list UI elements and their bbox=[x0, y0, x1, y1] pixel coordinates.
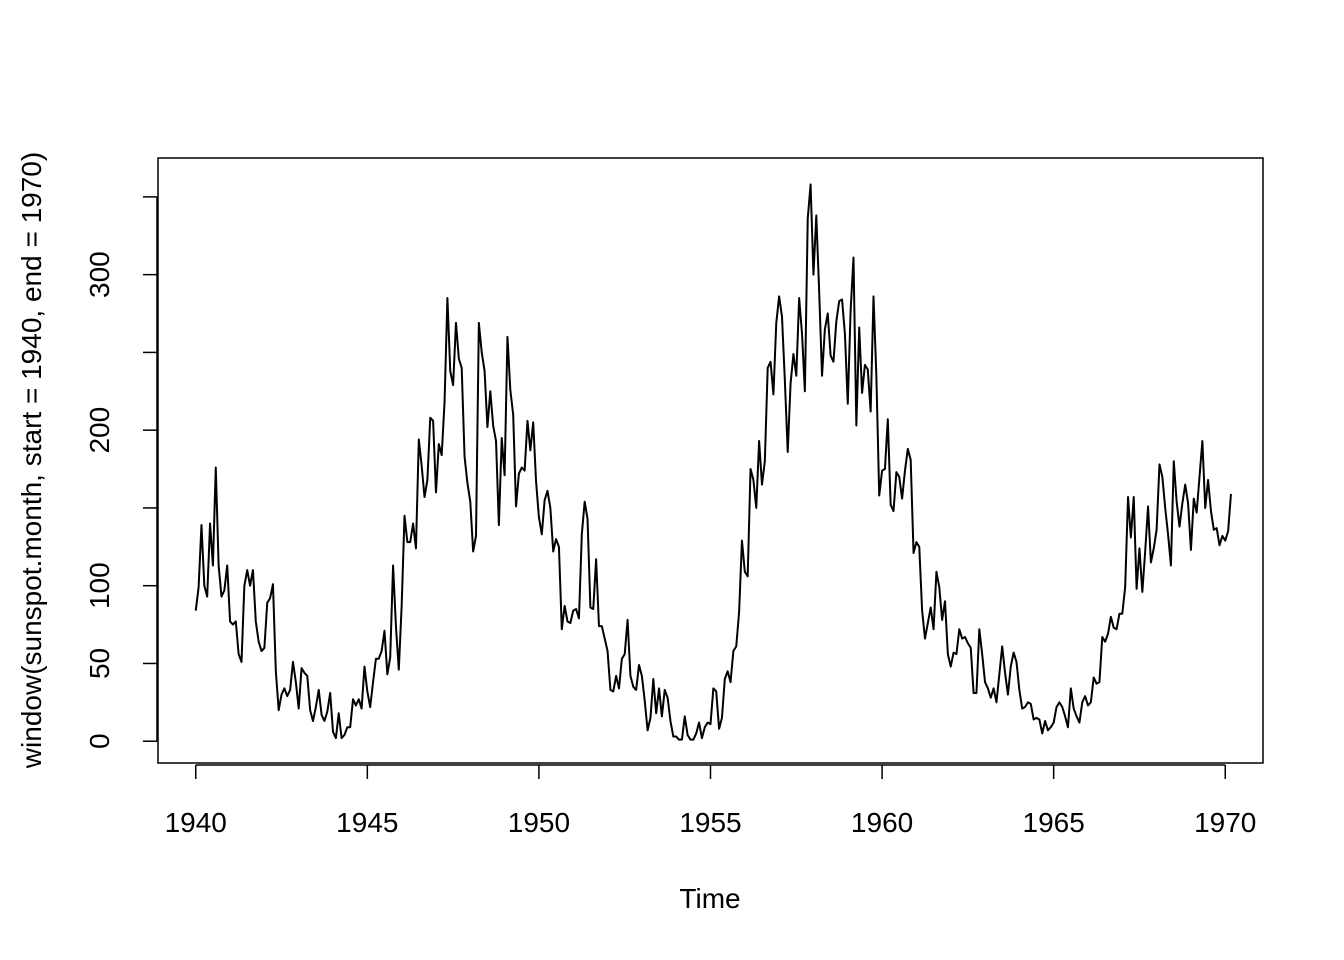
y-tick-label: 300 bbox=[84, 251, 115, 298]
series-line bbox=[194, 183, 1232, 741]
plot-frame bbox=[157, 157, 1264, 764]
x-tick-label: 1945 bbox=[336, 807, 398, 838]
y-axis: 0 50 100 200 300 bbox=[84, 196, 158, 749]
x-tick-label: 1955 bbox=[679, 807, 741, 838]
x-tick-label: 1970 bbox=[1194, 807, 1256, 838]
y-tick-label: 0 bbox=[84, 733, 115, 749]
series-layer bbox=[194, 183, 1232, 741]
y-tick-label: 200 bbox=[84, 407, 115, 454]
x-axis-label: Time bbox=[679, 883, 740, 914]
y-axis-label: window(sunspot.month, start = 1940, end … bbox=[16, 152, 47, 769]
x-tick-label: 1965 bbox=[1023, 807, 1085, 838]
y-tick-label: 100 bbox=[84, 562, 115, 609]
x-tick-label: 1940 bbox=[165, 807, 227, 838]
x-axis: 1940 1945 1950 1955 1960 1965 1970 bbox=[165, 764, 1256, 838]
x-tick-label: 1950 bbox=[508, 807, 570, 838]
y-tick-label: 50 bbox=[84, 648, 115, 679]
x-tick-label: 1960 bbox=[851, 807, 913, 838]
